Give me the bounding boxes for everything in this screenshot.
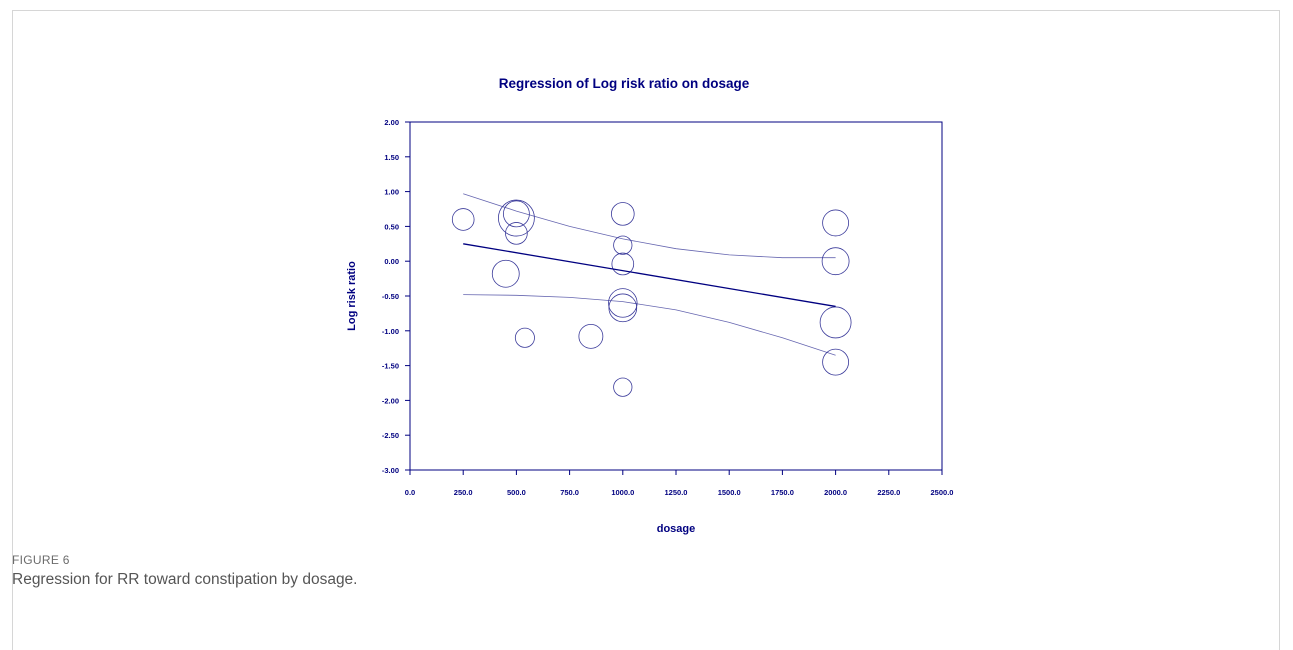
study-point [822,348,849,376]
x-tick-label: 2500.0 [931,488,954,497]
y-tick-label: -1.50 [382,362,399,371]
x-tick-label: 250.0 [454,488,473,497]
regression-line-group [463,243,836,308]
x-tick-label: 0.0 [405,488,415,497]
x-tick-label: 2250.0 [877,488,900,497]
study-bubbles [451,199,852,397]
x-axis: 0.0 250.0 500.0 750.0 1000.0 1250.0 1500.0 1750… [405,470,954,497]
x-axis-label: dosage [657,523,696,535]
y-axis-label: Log risk ratio [346,261,358,331]
confidence-interval-lines [463,193,836,356]
ci-lower-line [463,294,836,356]
study-point [503,200,530,228]
study-point [821,247,850,276]
study-point [608,288,638,318]
study-point [613,235,633,255]
y-tick-label: 0.00 [384,257,399,266]
x-tick-label: 1500.0 [718,488,741,497]
y-tick-label: -3.00 [382,466,399,475]
study-point [608,293,638,323]
y-tick-label: 2.00 [384,118,399,127]
study-point [505,222,528,245]
x-tick-label: 1750.0 [771,488,794,497]
y-tick-label: 1.00 [384,188,399,197]
study-point [611,252,635,276]
x-tick-label: 1250.0 [665,488,688,497]
y-axis: 2.00 1.50 1.00 0.50 0.00 -0.50 -1.00 -1.50 -2.00… [382,118,410,475]
y-tick-label: -1.00 [382,327,399,336]
study-point [613,377,633,397]
y-tick-label: 0.50 [384,222,399,231]
regression-line [463,243,836,308]
ci-upper-line [463,193,836,259]
y-tick-label: -2.50 [382,431,399,440]
y-tick-label: -0.50 [382,292,399,301]
figure-frame [12,10,1280,650]
x-tick-label: 500.0 [507,488,526,497]
figure-label: FIGURE 6 [12,553,70,567]
study-point [578,323,604,349]
plot-area [409,121,943,471]
x-tick-label: 2000.0 [824,488,847,497]
chart-title: Regression of Log risk ratio on dosage [499,76,750,91]
study-point [822,209,849,237]
study-point [491,259,520,288]
figure-caption: Regression for RR toward constipation by… [12,571,358,588]
regression-chart: Regression of Log risk ratio on dosage 2… [346,76,954,535]
x-tick-label: 750.0 [560,488,579,497]
y-tick-label: 1.50 [384,153,399,162]
study-point [451,208,475,231]
study-point [610,202,635,226]
study-point [819,306,852,339]
y-tick-label: -2.00 [382,396,399,405]
study-point [498,199,535,237]
study-point [514,327,535,348]
x-tick-label: 1000.0 [611,488,634,497]
